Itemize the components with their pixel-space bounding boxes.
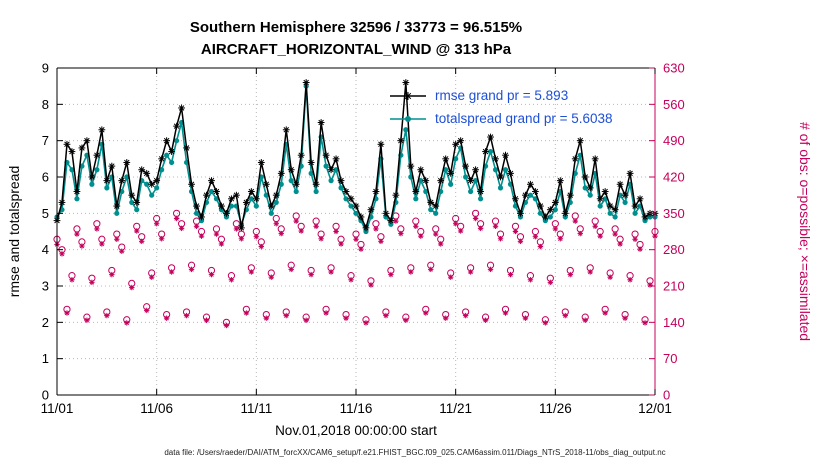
svg-text:3: 3 — [42, 279, 49, 294]
legend: rmse grand pr = 5.893 totalspread grand … — [388, 84, 613, 130]
svg-text:9: 9 — [42, 61, 49, 76]
svg-text:490: 490 — [663, 133, 685, 148]
axes: 0 1 2 3 4 5 6 7 8 9 0 70 140 210 280 350 420 490 560 630 11/… — [41, 61, 685, 417]
svg-text:280: 280 — [663, 242, 685, 257]
svg-text:1: 1 — [42, 351, 49, 366]
svg-text:11/26: 11/26 — [539, 401, 572, 416]
svg-text:8: 8 — [42, 97, 49, 112]
legend-label-rmse: rmse grand pr = 5.893 — [435, 88, 569, 103]
legend-item-rmse: rmse grand pr = 5.893 — [388, 84, 613, 107]
legend-label-totalspread: totalspread grand pr = 5.6038 — [435, 111, 613, 126]
svg-text:140: 140 — [663, 315, 685, 330]
svg-text:70: 70 — [663, 351, 677, 366]
svg-text:0: 0 — [663, 388, 670, 403]
svg-text:4: 4 — [42, 242, 49, 257]
svg-text:630: 630 — [663, 61, 685, 76]
svg-text:5: 5 — [42, 206, 49, 221]
svg-text:420: 420 — [663, 170, 685, 185]
svg-text:0: 0 — [42, 388, 49, 403]
grid — [57, 68, 655, 395]
totalspread-line-sample-icon — [390, 115, 426, 122]
svg-text:11/16: 11/16 — [340, 401, 373, 416]
obs-assimilated-markers — [54, 215, 658, 329]
svg-text:11/06: 11/06 — [140, 401, 173, 416]
left-axis-label: rmse and totalspread — [6, 166, 22, 298]
svg-text:12/01: 12/01 — [638, 401, 672, 416]
svg-text:11/21: 11/21 — [439, 401, 472, 416]
rmse-series — [53, 79, 659, 232]
svg-text:350: 350 — [663, 206, 685, 221]
svg-text:2: 2 — [42, 315, 49, 330]
rmse-line-sample-icon — [390, 91, 426, 100]
chart-subtitle: AIRCRAFT_HORIZONTAL_WIND @ 313 hPa — [200, 41, 512, 58]
svg-text:11/01: 11/01 — [41, 401, 74, 416]
right-axis-label: # of obs: o=possible; ×=assimilated — [797, 122, 813, 341]
x-axis-label: Nov.01,2018 00:00:00 start — [275, 423, 437, 438]
datafile-caption: data file: /Users/raeder/DAI/ATM_forcXX/… — [164, 448, 666, 457]
svg-text:560: 560 — [663, 97, 685, 112]
svg-text:6: 6 — [42, 170, 49, 185]
svg-text:11/11: 11/11 — [240, 401, 272, 416]
svg-text:210: 210 — [663, 279, 685, 294]
chart-title: Southern Hemisphere 32596 / 33773 = 96.5… — [189, 19, 523, 36]
svg-text:7: 7 — [42, 133, 49, 148]
legend-item-totalspread: totalspread grand pr = 5.6038 — [388, 107, 613, 130]
